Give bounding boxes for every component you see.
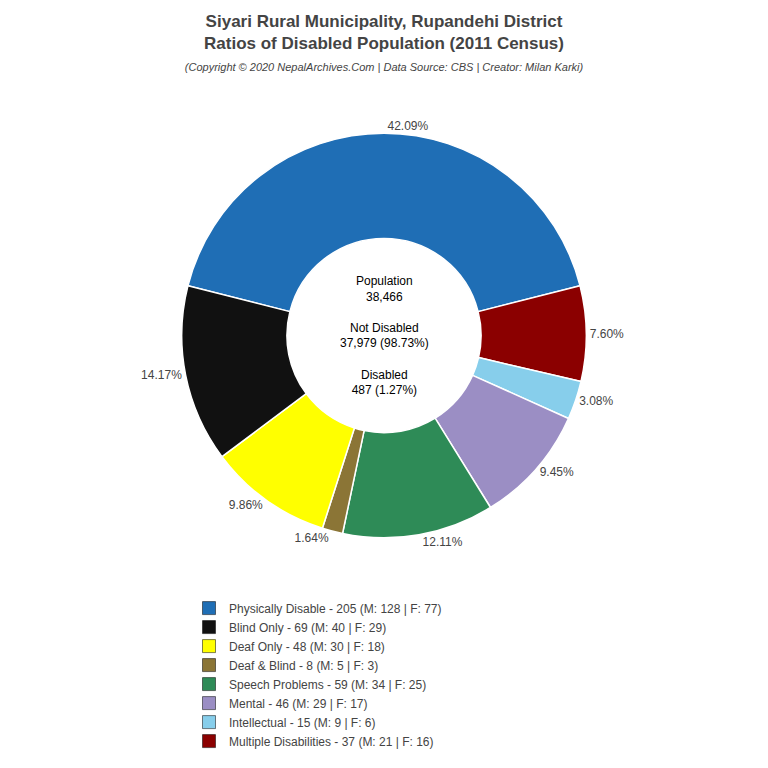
svg-text:Multiple Disabilities - 37 (M:: Multiple Disabilities - 37 (M: 21 | F: 1… xyxy=(229,735,434,749)
svg-text:Population38,466Not Disabled37: Population38,466Not Disabled37,979 (98.7… xyxy=(340,274,429,397)
svg-text:1.64%: 1.64% xyxy=(295,531,329,545)
svg-text:42.09%: 42.09% xyxy=(388,119,429,133)
svg-text:9.86%: 9.86% xyxy=(229,498,263,512)
svg-text:Siyari Rural Municipality, Rup: Siyari Rural Municipality, Rupandehi Dis… xyxy=(185,12,584,73)
svg-text:7.60%: 7.60% xyxy=(590,327,624,341)
svg-text:3.08%: 3.08% xyxy=(579,394,613,408)
svg-text:14.17%: 14.17% xyxy=(141,368,182,382)
svg-text:Physically Disable - 205 (M: 1: Physically Disable - 205 (M: 128 | F: 77… xyxy=(229,602,442,616)
svg-text:12.11%: 12.11% xyxy=(423,535,463,549)
svg-text:Mental - 46 (M: 29 | F: 17): Mental - 46 (M: 29 | F: 17) xyxy=(229,697,368,711)
svg-text:Blind Only - 69 (M: 40 | F: 29: Blind Only - 69 (M: 40 | F: 29) xyxy=(229,621,386,635)
svg-text:Deaf & Blind - 8 (M: 5 | F: 3): Deaf & Blind - 8 (M: 5 | F: 3) xyxy=(229,659,378,673)
svg-text:Speech Problems - 59 (M: 34 |: Speech Problems - 59 (M: 34 | F: 25) xyxy=(229,678,426,692)
svg-text:Intellectual - 15 (M: 9 | F: 6: Intellectual - 15 (M: 9 | F: 6) xyxy=(229,716,376,730)
svg-text:9.45%: 9.45% xyxy=(540,465,574,479)
svg-text:Deaf Only - 48 (M: 30 | F: 18): Deaf Only - 48 (M: 30 | F: 18) xyxy=(229,640,385,654)
